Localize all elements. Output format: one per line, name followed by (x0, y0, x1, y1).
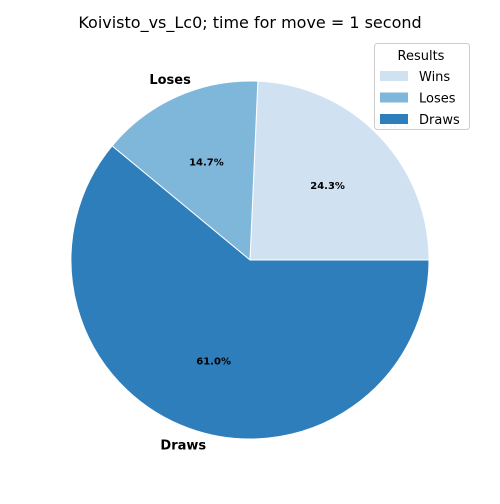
legend-label-wins: Wins (419, 70, 450, 85)
legend-label-draws: Draws (419, 113, 460, 128)
slice-label-loses: Loses (149, 73, 191, 88)
slice-percent-wins: 24.3% (310, 181, 345, 192)
legend-label-loses: Loses (419, 92, 456, 107)
legend-title: Results (398, 49, 445, 64)
pie-slices (71, 81, 429, 439)
legend-swatch-wins (380, 71, 408, 81)
legend-entries: Wins Loses Draws (380, 70, 460, 128)
slice-percent-loses: 14.7% (189, 157, 224, 168)
legend: Results Wins Loses Draws (375, 44, 470, 130)
chart-title: Koivisto_vs_Lc0; time for move = 1 secon… (78, 13, 421, 33)
legend-swatch-loses (380, 93, 408, 103)
slice-percent-draws: 61.0% (196, 357, 231, 368)
legend-swatch-draws (380, 114, 408, 124)
slice-label-draws: Draws (160, 438, 206, 453)
